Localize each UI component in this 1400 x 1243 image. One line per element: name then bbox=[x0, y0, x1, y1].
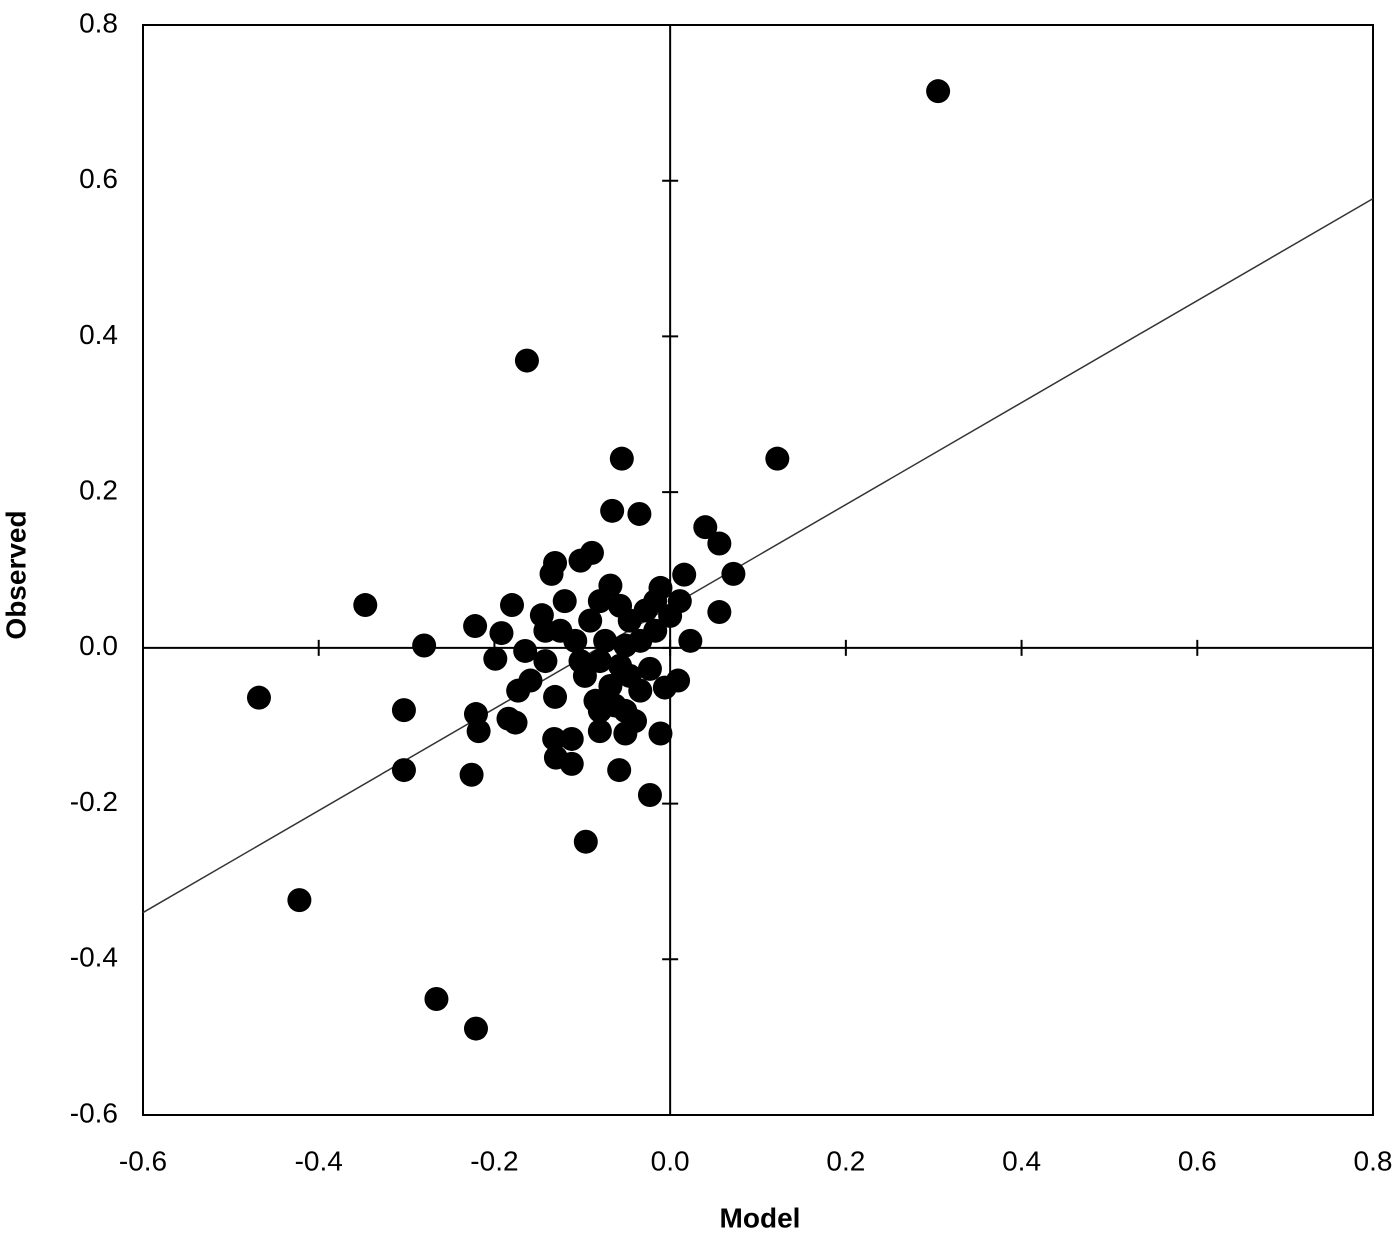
point bbox=[678, 628, 703, 653]
y-tick-label: 0.4 bbox=[79, 319, 118, 350]
y-tick-label: -0.2 bbox=[70, 786, 118, 817]
y-tick-label: -0.6 bbox=[70, 1097, 118, 1128]
point bbox=[926, 79, 951, 104]
x-tick-label: 0.2 bbox=[826, 1145, 865, 1176]
point bbox=[533, 649, 558, 674]
y-tick-label: 0.8 bbox=[79, 7, 118, 38]
point bbox=[587, 719, 612, 744]
x-tick-label: -0.6 bbox=[119, 1145, 167, 1176]
point bbox=[513, 638, 538, 663]
point bbox=[667, 589, 692, 614]
x-tick-label: 0.0 bbox=[651, 1145, 690, 1176]
point bbox=[707, 531, 732, 556]
point bbox=[466, 719, 491, 744]
point bbox=[246, 685, 271, 710]
point bbox=[648, 721, 673, 746]
point bbox=[548, 618, 573, 643]
x-tick-label: 0.6 bbox=[1178, 1145, 1217, 1176]
point bbox=[643, 618, 668, 643]
point bbox=[765, 446, 790, 471]
point bbox=[552, 589, 577, 614]
x-axis-title: Model bbox=[720, 1202, 801, 1233]
point bbox=[483, 646, 508, 671]
point bbox=[578, 608, 603, 633]
x-tick-label: 0.4 bbox=[1002, 1145, 1041, 1176]
point bbox=[391, 698, 416, 723]
point bbox=[721, 561, 746, 586]
point bbox=[609, 446, 634, 471]
point bbox=[542, 726, 567, 751]
y-axis-title: Observed bbox=[0, 510, 31, 639]
point bbox=[463, 614, 488, 639]
point bbox=[559, 726, 584, 751]
point bbox=[587, 698, 612, 723]
point bbox=[607, 758, 632, 783]
point bbox=[489, 621, 514, 646]
point bbox=[287, 888, 312, 913]
point bbox=[598, 573, 623, 598]
point bbox=[627, 501, 652, 526]
point bbox=[391, 758, 416, 783]
point bbox=[613, 698, 638, 723]
point bbox=[573, 829, 598, 854]
point bbox=[693, 515, 718, 540]
point bbox=[637, 656, 662, 681]
point bbox=[353, 593, 378, 618]
point bbox=[514, 348, 539, 373]
point bbox=[459, 762, 484, 787]
plot-frame bbox=[142, 24, 1374, 1116]
point bbox=[672, 562, 697, 587]
point bbox=[568, 548, 593, 573]
point bbox=[539, 561, 564, 586]
y-tick-label: -0.4 bbox=[70, 942, 118, 973]
point bbox=[412, 633, 437, 658]
point bbox=[424, 986, 449, 1011]
point bbox=[600, 498, 625, 523]
trend-line bbox=[142, 197, 1374, 914]
y-tick-label: 0.0 bbox=[79, 630, 118, 661]
point bbox=[559, 751, 584, 776]
point bbox=[637, 783, 662, 808]
point bbox=[503, 710, 528, 735]
y-tick-label: 0.2 bbox=[79, 475, 118, 506]
x-tick-label: -0.2 bbox=[470, 1145, 518, 1176]
point bbox=[463, 1016, 488, 1041]
point bbox=[587, 649, 612, 674]
point bbox=[633, 598, 658, 623]
x-tick-label: 0.8 bbox=[1354, 1145, 1393, 1176]
point bbox=[543, 684, 568, 709]
point bbox=[518, 668, 543, 693]
point bbox=[707, 600, 732, 625]
y-tick-label: 0.6 bbox=[79, 163, 118, 194]
point bbox=[593, 628, 618, 653]
point bbox=[568, 649, 593, 674]
point bbox=[628, 678, 653, 703]
point bbox=[598, 674, 623, 699]
x-tick-label: -0.4 bbox=[295, 1145, 343, 1176]
point bbox=[500, 593, 524, 618]
point bbox=[652, 675, 677, 700]
